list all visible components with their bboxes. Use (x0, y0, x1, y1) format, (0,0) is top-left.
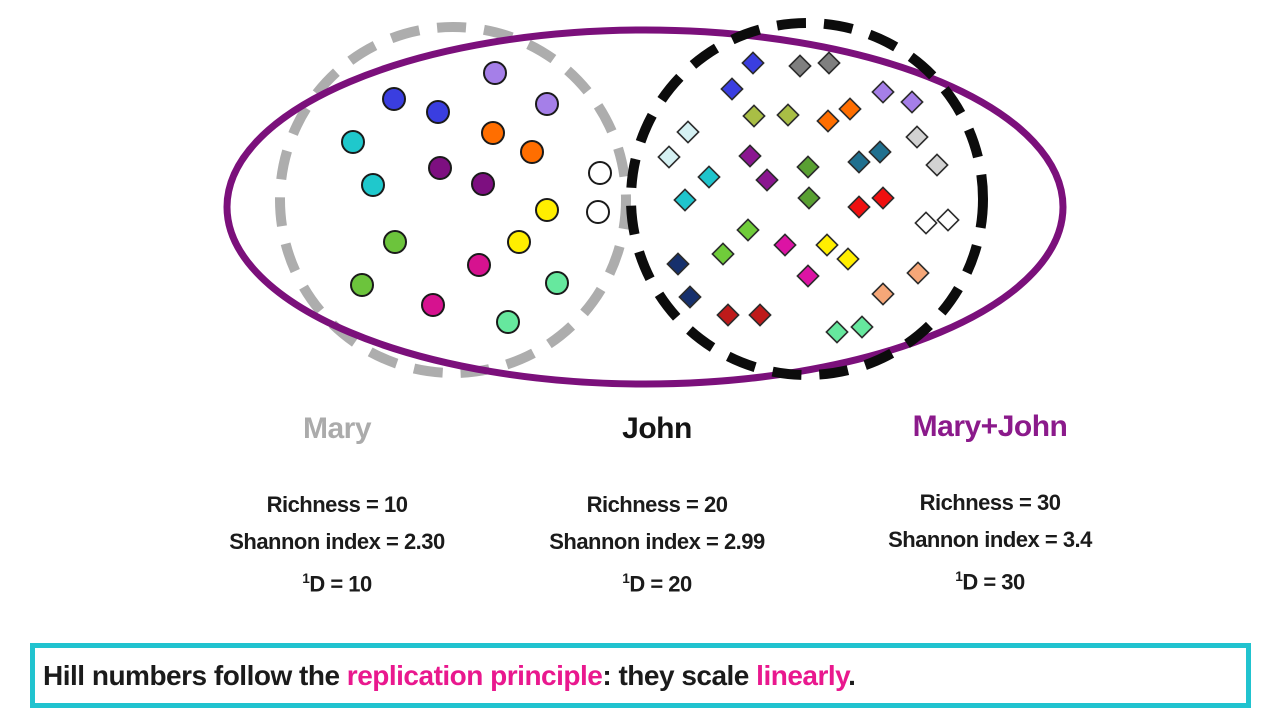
john-species-diamond (868, 140, 892, 164)
caption-text: Hill numbers follow the replication prin… (43, 659, 856, 692)
mary-circle-outline (275, 22, 631, 378)
john-species-diamond (697, 165, 721, 189)
maryjohn-label: Mary+John (912, 410, 1068, 443)
mary-species-dot (535, 92, 559, 116)
john-species-diamond (900, 90, 924, 114)
john-species-diamond (673, 188, 697, 212)
john-species-diamond (711, 242, 735, 266)
john-species-diamond (742, 104, 766, 128)
john-species-diamond (817, 51, 841, 75)
mary-species-dot (361, 173, 385, 197)
john-species-diamond (847, 150, 871, 174)
mary-column: Mary Richness = 10 Shannon index = 2.30 … (187, 412, 487, 602)
hill-value: D = 20 (629, 571, 692, 597)
hill-value: D = 30 (962, 569, 1025, 595)
mary-shannon: Shannon index = 2.30 (229, 529, 445, 554)
john-shannon: Shannon index = 2.99 (549, 529, 765, 554)
mary-species-dot (507, 230, 531, 254)
mary-hill-number: 1D = 10 (187, 560, 487, 602)
john-species-diamond (773, 233, 797, 257)
john-species-diamond (815, 233, 839, 257)
mary-species-dot (520, 140, 544, 164)
john-species-diamond (657, 145, 681, 169)
john-hill-number: 1D = 20 (507, 560, 807, 602)
caption-segment: Hill numbers follow the (43, 659, 347, 691)
john-richness: Richness = 20 (586, 492, 728, 517)
john-species-diamond (871, 186, 895, 210)
john-species-diamond (905, 125, 929, 149)
john-species-diamond (741, 51, 765, 75)
maryjohn-shannon: Shannon index = 3.4 (888, 527, 1092, 552)
john-species-diamond (796, 155, 820, 179)
mary-species-dot (588, 161, 612, 185)
john-species-diamond (797, 186, 821, 210)
mary-species-dot (383, 230, 407, 254)
john-stats: Richness = 20 Shannon index = 2.99 1D = … (507, 486, 807, 602)
john-species-diamond (736, 218, 760, 242)
maryjohn-richness: Richness = 30 (919, 490, 1061, 515)
john-species-diamond (755, 168, 779, 192)
john-species-diamond (847, 195, 871, 219)
john-species-diamond (738, 144, 762, 168)
hill-order-superscript: 1 (955, 569, 963, 584)
mary-species-dot (426, 100, 450, 124)
caption-segment: linearly (756, 659, 849, 691)
mary-species-dot (483, 61, 507, 85)
john-species-diamond (748, 303, 772, 327)
john-species-diamond (666, 252, 690, 276)
john-species-diamond (838, 97, 862, 121)
john-species-diamond (825, 320, 849, 344)
mary-species-dot (586, 200, 610, 224)
caption-box: Hill numbers follow the replication prin… (30, 643, 1251, 708)
mary-species-dot (481, 121, 505, 145)
mary-species-dot (382, 87, 406, 111)
hill-order-superscript: 1 (622, 571, 630, 586)
mary-label: Mary (302, 412, 372, 445)
hill-order-superscript: 1 (302, 571, 310, 586)
john-species-diamond (678, 285, 702, 309)
maryjohn-hill-number: 1D = 30 (840, 558, 1140, 600)
john-species-diamond (936, 208, 960, 232)
john-species-diamond (906, 261, 930, 285)
caption-segment: . (848, 659, 856, 691)
mary-species-dot (471, 172, 495, 196)
john-species-diamond (716, 303, 740, 327)
john-species-diamond (871, 80, 895, 104)
john-species-diamond (776, 103, 800, 127)
mary-species-dot (535, 198, 559, 222)
john-species-diamond (720, 77, 744, 101)
john-species-diamond (871, 282, 895, 306)
john-circle-outline (626, 18, 988, 380)
mary-species-dot (421, 293, 445, 317)
caption-segment: : they scale (602, 659, 757, 691)
maryjohn-column: Mary+John Richness = 30 Shannon index = … (840, 410, 1140, 600)
maryjohn-stats: Richness = 30 Shannon index = 3.4 1D = 3… (840, 484, 1140, 600)
mary-richness: Richness = 10 (266, 492, 408, 517)
mary-species-dot (467, 253, 491, 277)
john-species-diamond (914, 211, 938, 235)
john-label: John (622, 412, 692, 445)
mary-species-dot (545, 271, 569, 295)
venn-diagram (223, 18, 1067, 388)
john-column: John Richness = 20 Shannon index = 2.99 … (507, 412, 807, 602)
john-species-diamond (816, 109, 840, 133)
john-species-diamond (836, 247, 860, 271)
john-species-diamond (788, 54, 812, 78)
mary-species-dot (350, 273, 374, 297)
caption-segment: replication principle (346, 659, 603, 691)
hill-value: D = 10 (309, 571, 372, 597)
mary-species-dot (341, 130, 365, 154)
mary-species-dot (496, 310, 520, 334)
john-species-diamond (676, 120, 700, 144)
mary-stats: Richness = 10 Shannon index = 2.30 1D = … (187, 486, 487, 602)
john-species-diamond (925, 153, 949, 177)
combined-ellipse-outline (223, 26, 1067, 388)
john-species-diamond (796, 264, 820, 288)
mary-species-dot (428, 156, 452, 180)
john-species-diamond (850, 315, 874, 339)
